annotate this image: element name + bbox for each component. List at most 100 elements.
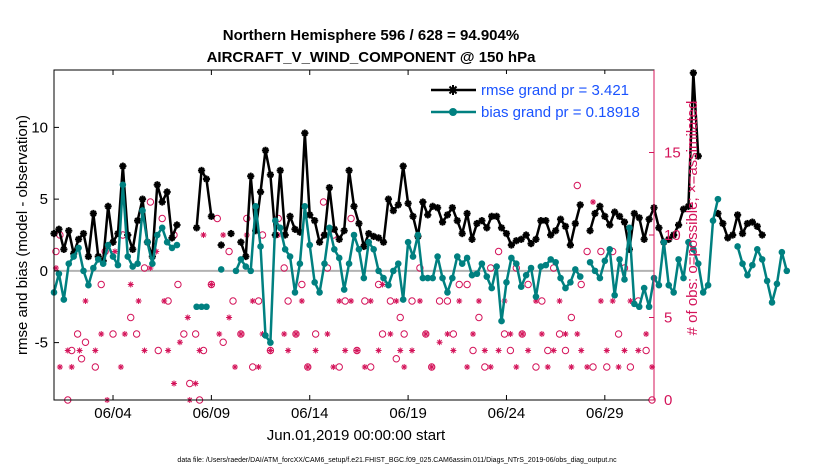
rmse-point <box>163 188 171 196</box>
obs-assimilated-point <box>92 347 99 354</box>
bias-point <box>704 281 712 289</box>
obs-possible-point <box>304 363 312 371</box>
legend-box <box>426 74 648 126</box>
rmse-point <box>79 229 88 238</box>
rmse-point <box>532 235 540 243</box>
bias-point <box>355 246 363 253</box>
bias-point <box>75 244 82 252</box>
obs-possible-point <box>361 297 369 305</box>
bias-point <box>90 264 97 272</box>
rmse-point <box>374 234 383 242</box>
rmse-point <box>611 208 619 216</box>
data-file-footnote: data file: /Users/raeder/DAI/ATM_forcXX/… <box>177 457 617 464</box>
rmse-point <box>379 238 388 246</box>
legend: rmse grand pr = 3.421 bias grand pr = 0.… <box>426 74 648 126</box>
rmse-point <box>394 201 402 209</box>
obs-possible-point <box>97 280 105 289</box>
rmse-point <box>547 231 555 239</box>
rmse-point <box>630 209 638 218</box>
obs-possible-point <box>127 313 135 322</box>
bias-point <box>365 238 373 246</box>
bias-point <box>385 281 392 289</box>
obs-assimilated-point <box>56 364 63 370</box>
bias-point <box>616 256 623 263</box>
obs-possible-point <box>555 330 564 338</box>
rmse-point <box>507 241 515 249</box>
rmse-point <box>247 172 255 180</box>
chart-subtitle: AIRCRAFT_V_WIND_COMPONENT @ 150 hPa <box>207 49 537 66</box>
bias-point <box>503 279 510 286</box>
bias-point <box>217 266 225 273</box>
y-right-tick-label: 0 <box>664 392 672 409</box>
bias-point <box>552 258 559 266</box>
rmse-point <box>291 225 299 233</box>
bias-point <box>763 277 771 285</box>
obs-possible-point <box>280 264 288 272</box>
obs-assimilated-point <box>495 347 502 354</box>
y-axis-right-label: # of obs: o=possible; ×=assimilated <box>684 101 701 336</box>
x-tick-label: 06/19 <box>389 405 427 422</box>
bias-point <box>326 224 333 232</box>
bias-point <box>478 260 486 267</box>
rmse-point <box>748 218 756 226</box>
obs-assimilated-point <box>361 364 368 370</box>
obs-assimilated-point <box>525 347 532 354</box>
rmse-point <box>576 201 584 209</box>
obs-possible-point <box>400 330 408 338</box>
obs-assimilated-point <box>292 331 299 337</box>
rmse-point <box>527 240 535 248</box>
y-tick-label: -5 <box>35 335 48 352</box>
bias-point <box>601 257 609 265</box>
plot-content <box>50 69 791 404</box>
rmse-point <box>463 209 471 218</box>
rmse-point <box>168 234 176 242</box>
bias-point <box>591 267 599 275</box>
obs-possible-point <box>428 363 436 371</box>
bias-point <box>734 243 741 250</box>
bias-point <box>60 296 68 303</box>
obs-possible-point <box>494 247 503 256</box>
legend-rmse-label: rmse grand pr = 3.421 <box>481 82 629 99</box>
bias-point <box>94 256 102 263</box>
bias-point <box>665 281 673 289</box>
bias-point <box>360 274 368 282</box>
bias-point <box>572 266 579 273</box>
bias-point <box>129 263 136 270</box>
bias-point <box>272 217 279 224</box>
bias-point <box>80 267 87 275</box>
obs-assimilated-point <box>135 298 142 304</box>
obs-assimilated-point <box>519 331 526 337</box>
bias-point <box>699 289 707 296</box>
y-axis-label: rmse and bias (model - observation) <box>14 115 31 355</box>
obs-assimilated-point <box>401 364 408 370</box>
rmse-point <box>645 215 653 223</box>
bias-point <box>562 284 569 292</box>
rmse-line <box>53 164 179 263</box>
obs-possible-point <box>311 330 320 338</box>
rmse-point <box>738 229 747 238</box>
obs-possible-point <box>353 346 361 355</box>
obs-possible-point <box>248 363 257 371</box>
bias-point <box>104 241 112 249</box>
bias-point <box>576 273 584 280</box>
obs-possible-point <box>567 313 576 322</box>
rmse-point <box>311 217 319 225</box>
obs-assimilated-point <box>208 281 215 288</box>
bias-point <box>153 231 161 239</box>
bias-point <box>532 293 540 300</box>
obs-assimilated-point <box>487 364 494 370</box>
bias-point <box>586 258 594 266</box>
rmse-point <box>261 146 270 154</box>
obs-assimilated-point <box>450 347 457 354</box>
rmse-point <box>345 166 353 175</box>
rmse-point <box>109 238 117 246</box>
obs-assimilated-point <box>336 298 343 304</box>
rmse-point <box>552 227 560 235</box>
bias-point <box>749 261 756 269</box>
rmse-point <box>640 235 648 243</box>
obs-possible-point <box>298 280 306 289</box>
obs-possible-point <box>91 363 100 371</box>
bias-point <box>424 274 432 282</box>
obs-possible-point <box>603 363 611 371</box>
obs-possible-point <box>180 330 188 338</box>
